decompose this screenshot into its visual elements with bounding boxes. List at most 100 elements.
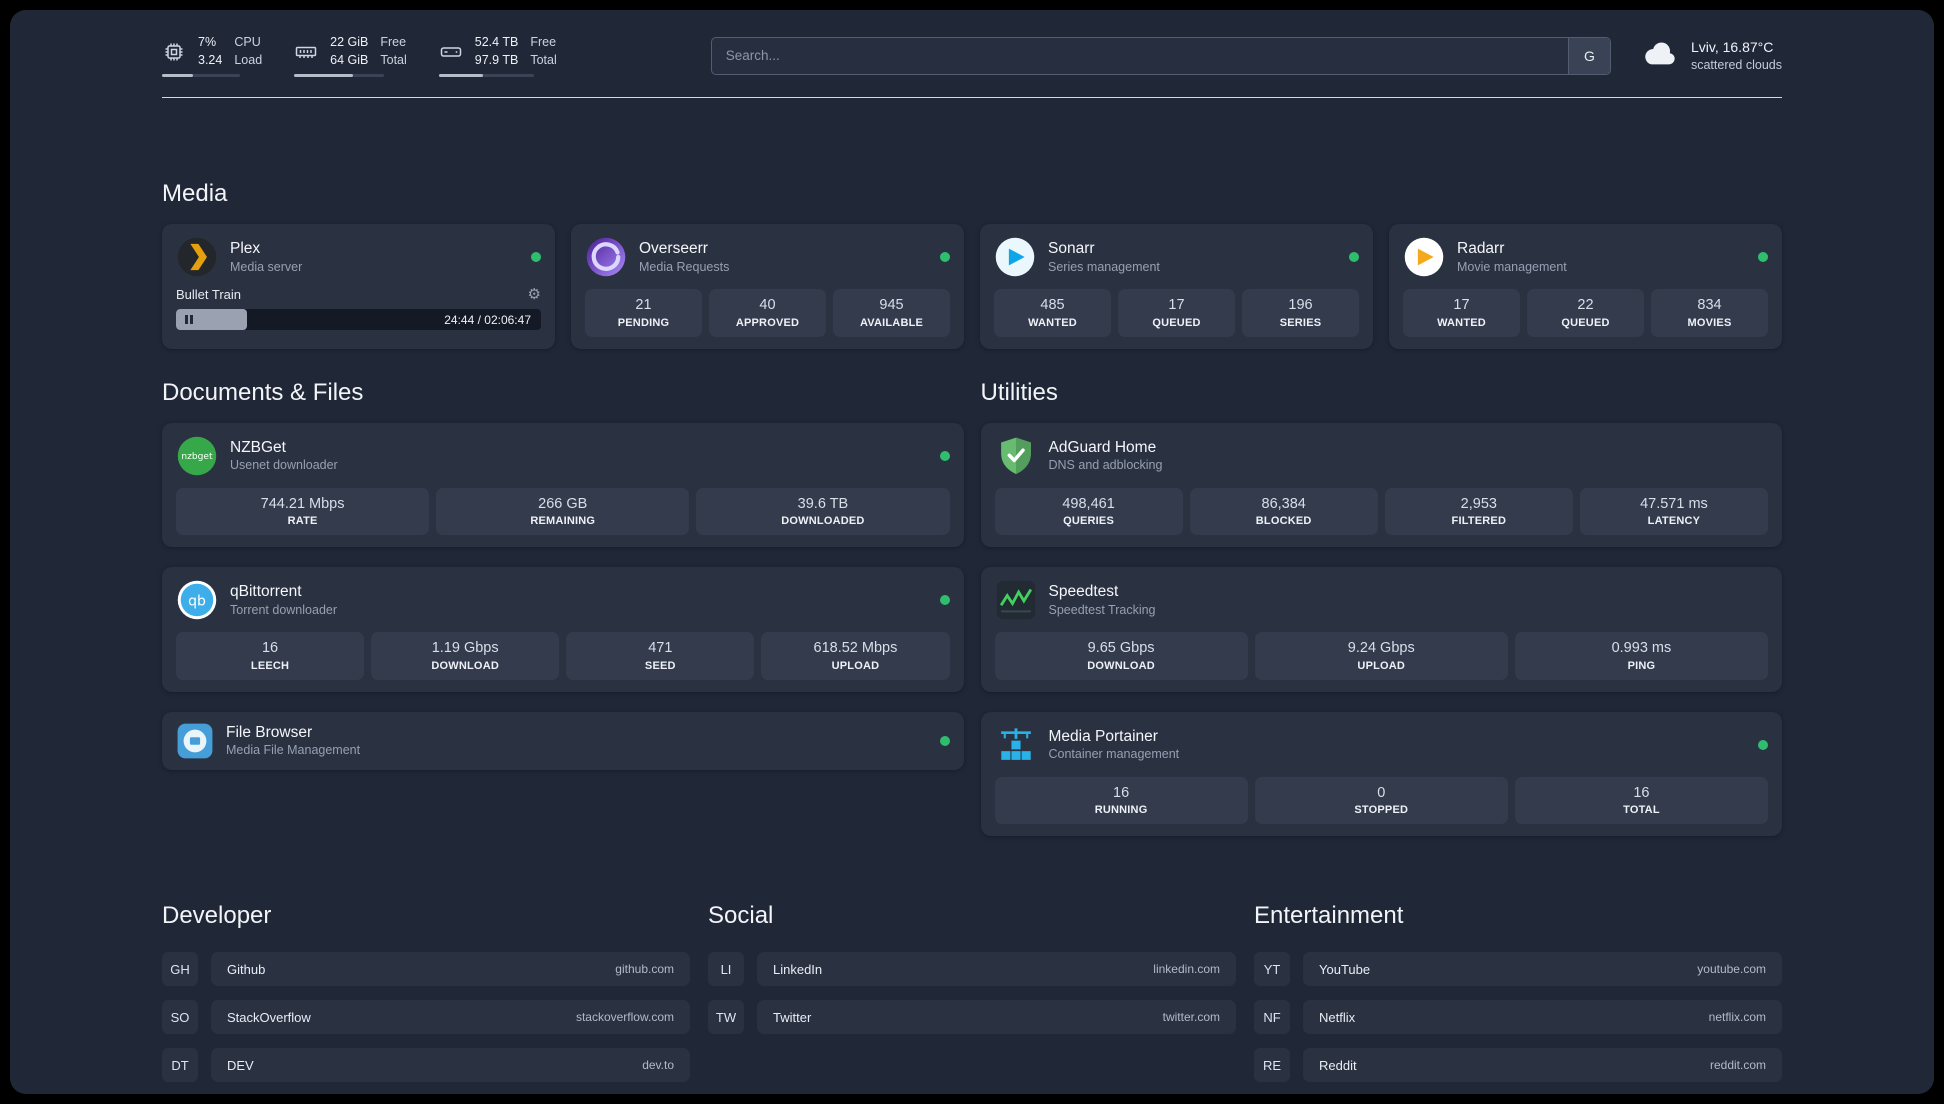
overseerr-card[interactable]: Overseerr Media Requests 21 PENDING 40 A… bbox=[571, 224, 964, 349]
portainer-crane-icon[interactable] bbox=[995, 724, 1037, 766]
ram-free-label: Free bbox=[380, 35, 407, 49]
youtube-link[interactable]: YouTube youtube.com bbox=[1303, 952, 1782, 987]
youtube-abbr-icon[interactable]: YT bbox=[1254, 952, 1290, 987]
bookmark-url: linkedin.com bbox=[1153, 962, 1220, 977]
speedtest-header: Speedtest Speedtest Tracking bbox=[995, 579, 1769, 621]
dashboard-content: 7% 3.24 CPU Load bbox=[162, 34, 1782, 1094]
stackoverflow-link[interactable]: StackOverflow stackoverflow.com bbox=[211, 1000, 690, 1035]
radarr-status-dot bbox=[1758, 252, 1768, 262]
netflix-link[interactable]: Netflix netflix.com bbox=[1303, 1000, 1782, 1035]
reddit-link[interactable]: Reddit reddit.com bbox=[1303, 1048, 1782, 1083]
bookmark-twitter: TW Twitter twitter.com bbox=[708, 1000, 1236, 1035]
sonarr-icon[interactable] bbox=[994, 236, 1036, 278]
stat-value: 498,461 bbox=[1062, 495, 1115, 512]
search-engine-button[interactable]: G bbox=[1567, 37, 1610, 74]
dev-link[interactable]: DEV dev.to bbox=[211, 1048, 690, 1083]
dashboard: 7% 3.24 CPU Load bbox=[10, 10, 1934, 1094]
plex-icon[interactable] bbox=[176, 236, 218, 278]
portainer-description: Container management bbox=[1048, 747, 1180, 762]
stat-value: 834 bbox=[1697, 297, 1722, 313]
weather-text: Lviv, 16.87°C scattered clouds bbox=[1691, 38, 1782, 74]
reddit-abbr-icon[interactable]: RE bbox=[1254, 1048, 1290, 1083]
cpu-icon bbox=[162, 40, 186, 64]
bookmark-name: LinkedIn bbox=[773, 961, 823, 977]
stat-value: 0.993 ms bbox=[1611, 640, 1672, 657]
disk-progress-track bbox=[438, 74, 534, 77]
overseerr-status-dot bbox=[940, 252, 950, 262]
weather-widget: Lviv, 16.87°C scattered clouds bbox=[1641, 38, 1782, 74]
twitter-link[interactable]: Twitter twitter.com bbox=[757, 1000, 1236, 1035]
stat-value: 22 bbox=[1577, 297, 1594, 313]
qbittorrent-name: qBittorrent bbox=[230, 583, 302, 601]
stat-movies: 834 MOVIES bbox=[1651, 289, 1768, 337]
qbittorrent-card[interactable]: qb qBittorrent Torrent downloader 16 LEE… bbox=[162, 567, 964, 692]
stat-value: 16 bbox=[1633, 784, 1650, 801]
cpu-usage-label: CPU bbox=[234, 35, 261, 49]
overseerr-icon[interactable] bbox=[585, 236, 627, 278]
portainer-name: Media Portainer bbox=[1048, 727, 1158, 745]
netflix-abbr-icon[interactable]: NF bbox=[1254, 1000, 1290, 1035]
radarr-header: Radarr Movie management bbox=[1403, 236, 1768, 278]
portainer-status-dot bbox=[1758, 739, 1768, 750]
plex-card[interactable]: Plex Media server Bullet Train ⚙ 24:44 /… bbox=[162, 224, 555, 349]
filebrowser-card[interactable]: File Browser Media File Management bbox=[162, 711, 964, 770]
ram-total-value: 64 GiB bbox=[330, 52, 369, 67]
search-bar[interactable]: G bbox=[710, 36, 1611, 75]
stat-value: 9.65 Gbps bbox=[1087, 640, 1155, 657]
bookmark-netflix: NF Netflix netflix.com bbox=[1254, 1000, 1782, 1035]
sonarr-card[interactable]: Sonarr Series management 485 WANTED 17 Q… bbox=[980, 224, 1373, 349]
qbittorrent-description: Torrent downloader bbox=[230, 602, 338, 617]
qbittorrent-header: qb qBittorrent Torrent downloader bbox=[176, 579, 950, 621]
developer-section: Developer GH Github github.com SO StackO… bbox=[162, 902, 690, 1094]
middle-columns: Documents & Files nzbget NZBGet Usenet d… bbox=[162, 379, 1782, 857]
stat-label: UPLOAD bbox=[831, 659, 880, 672]
stackoverflow-abbr-icon[interactable]: SO bbox=[162, 1000, 198, 1035]
stat-label: AVAILABLE bbox=[859, 316, 924, 329]
media-section: Plex Media server Bullet Train ⚙ 24:44 /… bbox=[162, 224, 1782, 349]
radarr-card[interactable]: Radarr Movie management 17 WANTED 22 QUE… bbox=[1389, 224, 1782, 349]
top-bar: 7% 3.24 CPU Load bbox=[162, 34, 1782, 77]
bookmark-name: Netflix bbox=[1319, 1009, 1356, 1025]
radarr-icon[interactable] bbox=[1403, 236, 1445, 278]
adguard-shield-icon[interactable] bbox=[995, 435, 1037, 477]
linkedin-abbr-icon[interactable]: LI bbox=[708, 952, 744, 987]
nzbget-card[interactable]: nzbget NZBGet Usenet downloader 744.21 M… bbox=[162, 422, 964, 548]
gear-icon[interactable]: ⚙ bbox=[527, 285, 541, 303]
speedtest-chart-icon[interactable] bbox=[995, 579, 1037, 621]
sonarr-name: Sonarr bbox=[1048, 240, 1095, 258]
stat-value: 9.24 Gbps bbox=[1347, 640, 1415, 657]
linkedin-link[interactable]: LinkedIn linkedin.com bbox=[757, 952, 1236, 987]
plex-text: Plex Media server bbox=[230, 239, 302, 275]
stat-latency: 47.571 ms LATENCY bbox=[1579, 487, 1768, 536]
stat-label: RUNNING bbox=[1094, 804, 1148, 817]
speedtest-stats: 9.65 Gbps DOWNLOAD 9.24 Gbps UPLOAD 0.99… bbox=[994, 632, 1769, 680]
nzbget-icon[interactable]: nzbget bbox=[176, 435, 218, 477]
filebrowser-icon[interactable] bbox=[176, 722, 214, 760]
stat-label: MOVIES bbox=[1687, 316, 1732, 329]
search-input[interactable] bbox=[711, 37, 1568, 74]
github-link[interactable]: Github github.com bbox=[211, 952, 690, 987]
stat-label: WANTED bbox=[1437, 316, 1486, 329]
github-abbr-icon[interactable]: GH bbox=[162, 952, 198, 987]
stat-label: STOPPED bbox=[1354, 804, 1409, 817]
disk-total-value: 97.9 TB bbox=[474, 52, 519, 67]
adguard-card[interactable]: AdGuard Home DNS and adblocking 498,461 … bbox=[980, 422, 1782, 548]
pause-icon[interactable] bbox=[185, 315, 195, 324]
portainer-header: Media Portainer Container management bbox=[995, 724, 1768, 766]
stat-leech: 16 LEECH bbox=[176, 632, 365, 680]
speedtest-card[interactable]: Speedtest Speedtest Tracking 9.65 Gbps D… bbox=[980, 567, 1782, 692]
nzbget-header: nzbget NZBGet Usenet downloader bbox=[176, 435, 950, 477]
stat-value: 16 bbox=[1113, 784, 1130, 801]
twitter-abbr-icon[interactable]: TW bbox=[708, 1000, 744, 1035]
bookmark-url: stackoverflow.com bbox=[575, 1010, 674, 1025]
qbittorrent-icon[interactable]: qb bbox=[176, 579, 218, 621]
radarr-name: Radarr bbox=[1457, 240, 1505, 258]
topbar-divider bbox=[162, 97, 1782, 98]
portainer-card[interactable]: Media Portainer Container management 16 … bbox=[980, 711, 1782, 837]
sonarr-text: Sonarr Series management bbox=[1048, 239, 1160, 275]
dev-abbr-icon[interactable]: DT bbox=[162, 1048, 198, 1083]
stat-value: 471 bbox=[648, 640, 673, 657]
overseerr-stats: 21 PENDING 40 APPROVED 945 AVAILABLE bbox=[585, 289, 950, 337]
ram-monitor-row: 22 GiB 64 GiB Free Total bbox=[294, 34, 407, 69]
speedtest-description: Speedtest Tracking bbox=[1048, 602, 1156, 617]
